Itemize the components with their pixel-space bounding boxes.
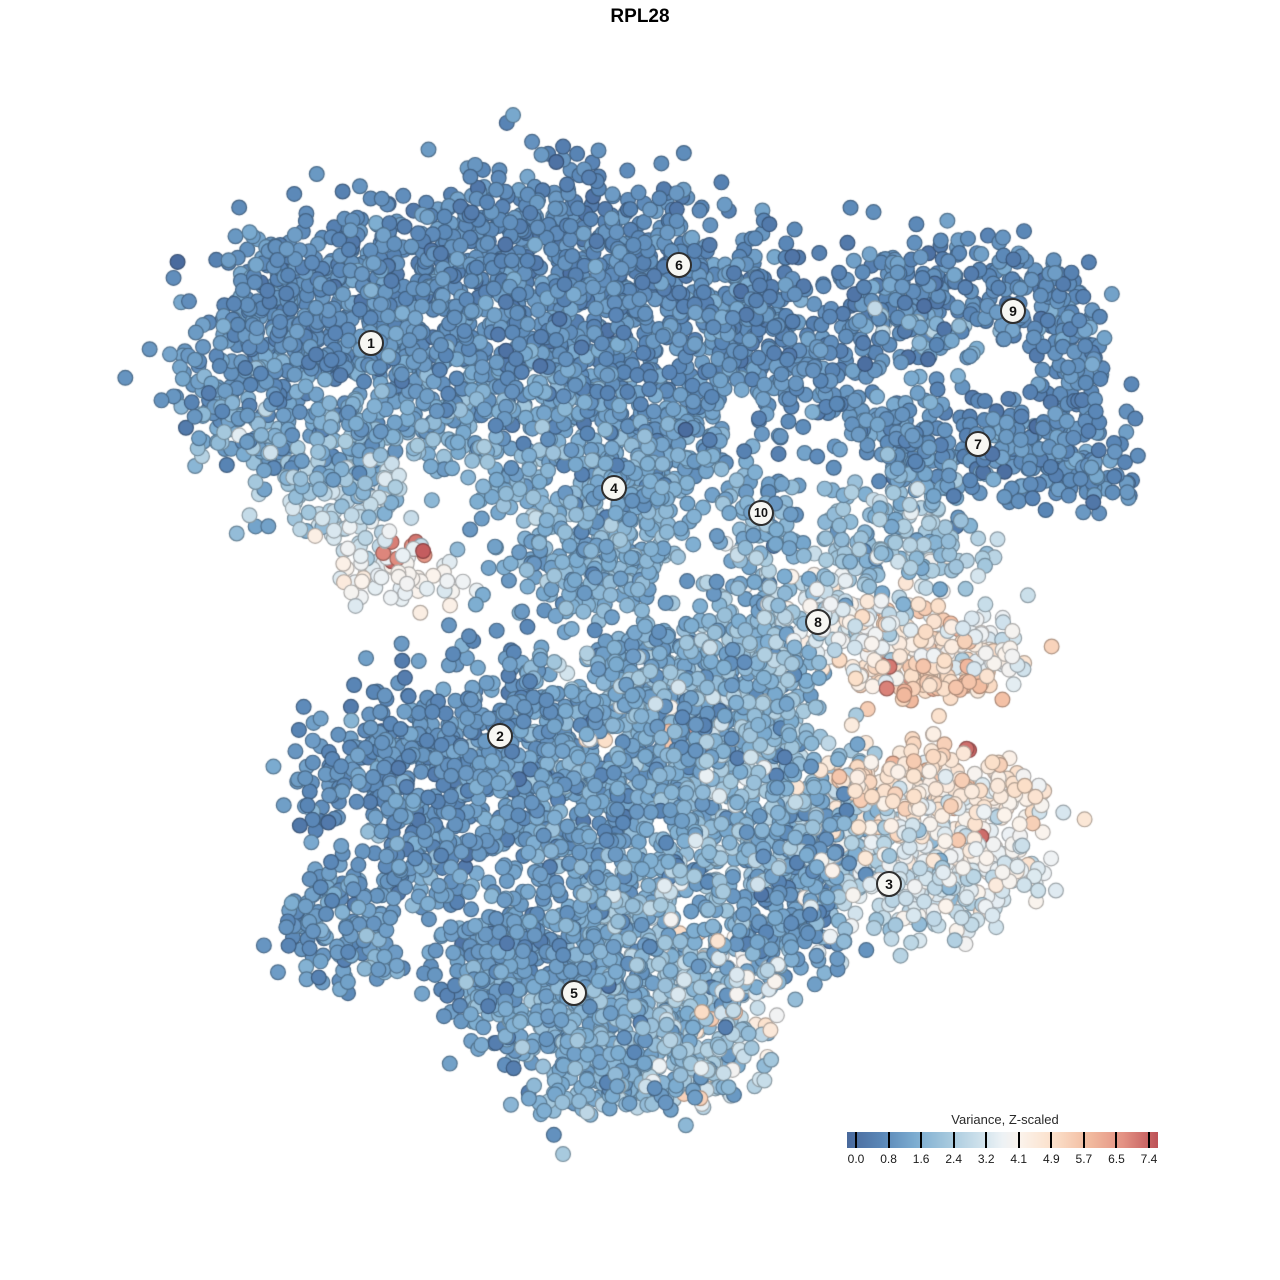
colorbar-tick [887, 1132, 890, 1148]
colorbar-tick-label: 7.4 [1140, 1152, 1158, 1166]
colorbar-legend: Variance, Z-scaled 0.0 0.8 1.6 2.4 3.2 4.1 4.9… [840, 1108, 1170, 1172]
colorbar-tick-label: 5.7 [1075, 1152, 1093, 1166]
colorbar-tick-label: 2.4 [945, 1152, 962, 1166]
colorbar-tick [952, 1132, 955, 1148]
colorbar-tick [985, 1132, 988, 1148]
colorbar-tick-label: 3.2 [977, 1152, 995, 1166]
colorbar-tick-label: 4.9 [1042, 1152, 1060, 1166]
colorbar-tick-label: 6.5 [1108, 1152, 1125, 1166]
colorbar-tick [1050, 1132, 1053, 1148]
colorbar-tick-label: 4.1 [1010, 1152, 1028, 1166]
colorbar-tick [855, 1132, 857, 1148]
colorbar-tick-label: 1.6 [912, 1152, 930, 1166]
colorbar-tick [920, 1132, 923, 1148]
colorbar-tick [1017, 1132, 1020, 1148]
colorbar-tick-label: 0.8 [880, 1152, 897, 1166]
colorbar-gradient [847, 1132, 1158, 1148]
colorbar-tick-label: 0.0 [847, 1152, 865, 1166]
colorbar-tick [1115, 1132, 1118, 1148]
colorbar-tick [1082, 1132, 1085, 1148]
colorbar-title: Variance, Z-scaled [951, 1112, 1059, 1127]
colorbar-tick [1148, 1132, 1150, 1148]
